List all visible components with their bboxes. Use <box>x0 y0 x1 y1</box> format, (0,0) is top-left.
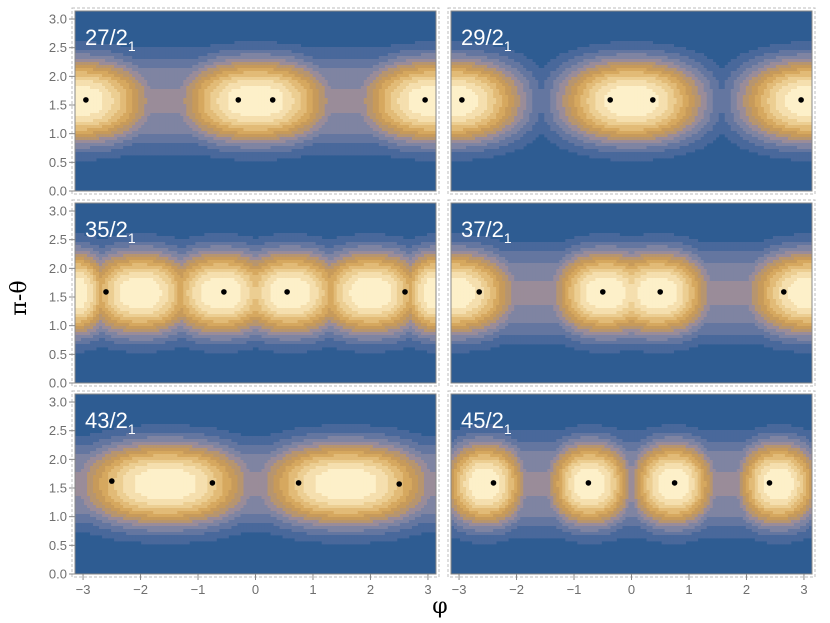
x-tick-label: −1 <box>567 582 582 597</box>
y-tick-label: 2.0 <box>49 261 67 276</box>
maximum-point-1 <box>109 478 115 484</box>
x-tick-label: −3 <box>452 582 467 597</box>
panel-frame <box>450 10 813 192</box>
maximum-point-1 <box>476 289 483 295</box>
maximum-point-4 <box>396 481 403 487</box>
maximum-point-2 <box>221 289 227 295</box>
y-tick-label: 0.0 <box>49 184 67 199</box>
maximum-point-3 <box>671 480 678 486</box>
x-axis-title: φ <box>432 594 447 619</box>
panel-5: 43/21 0.0 0.5 1.0 1.5 2.0 2.5 3.0 −3 −2 −1 0 1 2 3 <box>49 390 440 597</box>
x-tick-label: 0 <box>628 582 635 597</box>
maximum-point-2 <box>607 97 613 103</box>
panel-4: 37/21 <box>447 199 816 387</box>
y-tick-label: 1.0 <box>49 318 67 333</box>
x-tick-label: −2 <box>509 582 524 597</box>
maximum-point-3 <box>269 97 276 103</box>
y-tick-label: 1.0 <box>49 126 67 141</box>
panel-label: 37/21 <box>461 217 512 246</box>
x-tick-label: −3 <box>76 582 91 597</box>
maximum-point-4 <box>781 289 787 295</box>
panel-outer-frame <box>447 7 816 195</box>
panel-frame <box>450 202 813 384</box>
contour-field <box>75 41 436 162</box>
maximum-point-1 <box>103 289 109 295</box>
y-tick-label: 3.0 <box>49 12 67 27</box>
panel-label: 43/21 <box>85 408 136 437</box>
contour-field <box>451 424 812 545</box>
y-tick-label: 0.0 <box>49 376 67 391</box>
y-tick-label: 2.5 <box>49 40 67 55</box>
maximum-point-3 <box>295 480 302 486</box>
contour-field <box>75 233 436 354</box>
y-tick-label: 0.5 <box>49 538 67 553</box>
y-tick-label: 2.0 <box>49 69 67 84</box>
maximum-point-3 <box>657 289 663 295</box>
x-tick-label: 1 <box>309 582 316 597</box>
contour-field <box>75 424 436 545</box>
maximum-point-2 <box>585 480 592 486</box>
panel-label: 45/21 <box>461 408 512 437</box>
y-tick-label: 1.5 <box>49 290 67 305</box>
x-tick-label: 2 <box>743 582 750 597</box>
panel-2: 29/21 <box>447 7 816 195</box>
maximum-point-4 <box>422 97 428 103</box>
panel-frame <box>74 10 437 192</box>
y-tick-label: 2.5 <box>49 232 67 247</box>
y-tick-label: 1.0 <box>49 509 67 524</box>
y-tick-label: 2.0 <box>49 452 67 467</box>
panel-label: 29/21 <box>461 25 512 54</box>
maximum-point-4 <box>766 480 773 486</box>
maximum-point-1 <box>459 97 465 103</box>
y-tick-label: 1.5 <box>49 481 67 496</box>
x-tick-label: 2 <box>367 582 374 597</box>
panel-outer-frame <box>447 199 816 387</box>
y-tick-label: 3.0 <box>49 204 67 219</box>
panel-frame <box>74 202 437 384</box>
maximum-point-3 <box>650 97 656 103</box>
y-tick-label: 2.5 <box>49 423 67 438</box>
y-tick-label: 0.0 <box>49 567 67 582</box>
maximum-point-3 <box>284 289 290 295</box>
maximum-point-1 <box>490 480 497 486</box>
maximum-point-4 <box>798 97 804 103</box>
x-tick-label: 3 <box>424 582 431 597</box>
y-tick-label: 0.5 <box>49 155 67 170</box>
maximum-point-2 <box>209 480 216 486</box>
panels-group: 27/21 0.0 0.5 1.0 1.5 2.0 2.5 3.0 29/21 35/21 0.0 0… <box>49 7 816 597</box>
panel-1: 27/21 0.0 0.5 1.0 1.5 2.0 2.5 3.0 <box>49 7 440 199</box>
panel-6: 45/21 −3 −2 −1 0 1 2 3 <box>447 390 816 597</box>
contour-field <box>451 233 812 354</box>
maximum-point-2 <box>235 97 242 103</box>
x-tick-label: −1 <box>191 582 206 597</box>
y-axis-title: π-θ <box>7 280 32 315</box>
panel-3: 35/21 0.0 0.5 1.0 1.5 2.0 2.5 3.0 <box>49 199 440 391</box>
contour-field <box>451 41 812 162</box>
panel-outer-frame <box>71 199 440 387</box>
y-tick-label: 1.5 <box>49 98 67 113</box>
maximum-point-1 <box>83 97 89 103</box>
panel-label: 27/21 <box>85 25 136 54</box>
y-tick-label: 3.0 <box>49 395 67 410</box>
x-tick-label: 0 <box>252 582 259 597</box>
x-tick-label: 3 <box>800 582 807 597</box>
x-tick-label: −2 <box>133 582 148 597</box>
maximum-point-2 <box>600 289 606 295</box>
y-tick-label: 0.5 <box>49 347 67 362</box>
panel-label: 35/21 <box>85 217 136 246</box>
x-tick-label: 1 <box>685 582 692 597</box>
panel-outer-frame <box>71 7 440 195</box>
maximum-point-4 <box>402 289 408 295</box>
